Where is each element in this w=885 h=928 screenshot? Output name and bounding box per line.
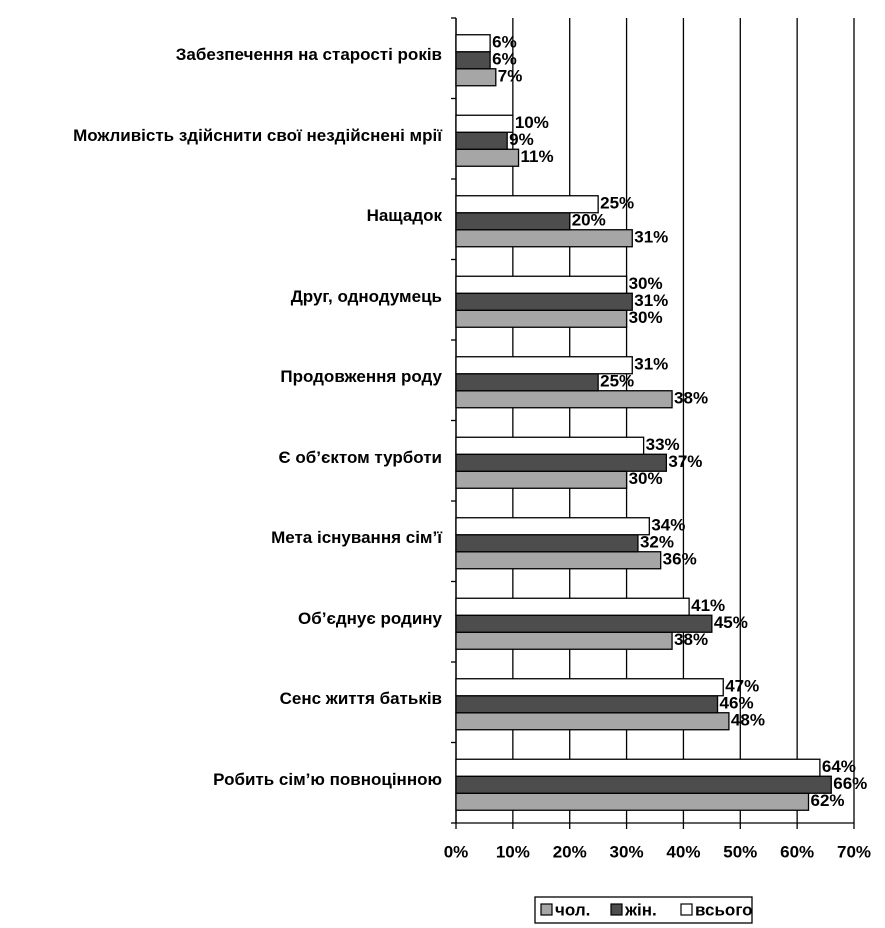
data-label: 45% bbox=[714, 613, 748, 632]
x-tick-label: 30% bbox=[610, 842, 644, 861]
category-label: Забезпечення на старості років bbox=[0, 44, 442, 66]
bar bbox=[455, 68, 497, 87]
category-text: Забезпечення на старості років bbox=[175, 45, 442, 65]
data-label: 10% bbox=[515, 113, 549, 132]
bar bbox=[455, 695, 719, 714]
bar bbox=[455, 453, 668, 472]
data-label: 48% bbox=[731, 711, 765, 730]
x-tick-label: 0% bbox=[444, 842, 469, 861]
x-tick-label: 60% bbox=[780, 842, 814, 861]
bar bbox=[455, 229, 633, 248]
x-tick-label: 10% bbox=[496, 842, 530, 861]
data-label: 62% bbox=[811, 791, 845, 810]
bar bbox=[455, 373, 599, 392]
x-tick-label: 40% bbox=[666, 842, 700, 861]
legend-box bbox=[534, 896, 753, 924]
data-label: 30% bbox=[629, 469, 663, 488]
bar bbox=[455, 275, 628, 294]
category-label: Продовження роду bbox=[0, 366, 442, 388]
data-label: 37% bbox=[668, 452, 702, 471]
category-text: Можливість здійснити свої нездійснені мр… bbox=[73, 125, 442, 145]
legend-swatch bbox=[610, 903, 623, 916]
data-label: 31% bbox=[634, 355, 668, 374]
data-label: 64% bbox=[822, 757, 856, 776]
data-label: 9% bbox=[509, 130, 534, 149]
data-label: 41% bbox=[691, 596, 725, 615]
legend-label: жін. bbox=[624, 900, 657, 919]
data-label: 31% bbox=[634, 291, 668, 310]
category-label: Об’єднує родину bbox=[0, 608, 442, 630]
category-label: Робить сім’ю повноцінною bbox=[0, 769, 442, 791]
bar bbox=[455, 534, 639, 553]
category-text: Сенс життя батьків bbox=[279, 689, 442, 709]
data-label: 33% bbox=[646, 435, 680, 454]
legend-swatch bbox=[680, 903, 693, 916]
data-label: 34% bbox=[651, 516, 685, 535]
bar bbox=[455, 51, 491, 70]
legend-swatch bbox=[540, 903, 553, 916]
data-label: 7% bbox=[498, 67, 523, 86]
bar bbox=[455, 148, 520, 167]
bar bbox=[455, 356, 633, 375]
data-label: 30% bbox=[629, 274, 663, 293]
data-label: 25% bbox=[600, 194, 634, 213]
bar bbox=[455, 678, 724, 697]
data-label: 31% bbox=[634, 228, 668, 247]
category-label: Можливість здійснити свої нездійснені мр… bbox=[0, 125, 442, 147]
bar bbox=[455, 597, 690, 616]
category-text: Є об’єктом турботи bbox=[278, 447, 442, 467]
data-label: 38% bbox=[674, 630, 708, 649]
bar bbox=[455, 390, 673, 409]
bar bbox=[455, 436, 645, 455]
legend-label: всього bbox=[695, 900, 753, 919]
bar bbox=[455, 775, 832, 794]
x-tick-label: 50% bbox=[723, 842, 757, 861]
category-text: Продовження роду bbox=[280, 367, 442, 387]
category-label: Мета існування сім’ї bbox=[0, 527, 442, 549]
data-label: 25% bbox=[600, 372, 634, 391]
bar bbox=[455, 470, 628, 489]
category-text: Робить сім’ю повноцінною bbox=[213, 769, 442, 789]
data-label: 20% bbox=[572, 211, 606, 230]
bar bbox=[455, 131, 508, 150]
data-label: 38% bbox=[674, 389, 708, 408]
bar bbox=[455, 114, 514, 133]
x-tick-label: 20% bbox=[553, 842, 587, 861]
category-text: Друг, однодумець bbox=[290, 286, 442, 306]
category-text: Мета існування сім’ї bbox=[271, 528, 442, 548]
data-label: 66% bbox=[833, 774, 867, 793]
data-label: 47% bbox=[725, 677, 759, 696]
bar bbox=[455, 551, 662, 570]
category-label: Є об’єктом турботи bbox=[0, 447, 442, 469]
bar bbox=[455, 292, 633, 311]
bar bbox=[455, 631, 673, 650]
bar bbox=[455, 309, 628, 328]
data-label: 6% bbox=[492, 50, 517, 69]
category-label: Сенс життя батьків bbox=[0, 688, 442, 710]
bar bbox=[455, 614, 713, 633]
legend-label: чол. bbox=[555, 900, 590, 919]
bar bbox=[455, 34, 491, 53]
x-tick-label: 70% bbox=[837, 842, 871, 861]
data-label: 6% bbox=[492, 33, 517, 52]
data-label: 36% bbox=[663, 550, 697, 569]
bar bbox=[455, 195, 599, 214]
data-label: 46% bbox=[720, 694, 754, 713]
bar bbox=[455, 792, 810, 811]
category-text: Об’єднує родину bbox=[298, 608, 442, 628]
bar bbox=[455, 212, 571, 231]
bar bbox=[455, 517, 650, 536]
bar bbox=[455, 712, 730, 731]
category-label: Друг, однодумець bbox=[0, 286, 442, 308]
data-label: 32% bbox=[640, 533, 674, 552]
category-label: Нащадок bbox=[0, 205, 442, 227]
category-text: Нащадок bbox=[366, 206, 442, 226]
bar bbox=[455, 758, 821, 777]
data-label: 11% bbox=[521, 147, 554, 166]
data-label: 30% bbox=[629, 308, 663, 327]
